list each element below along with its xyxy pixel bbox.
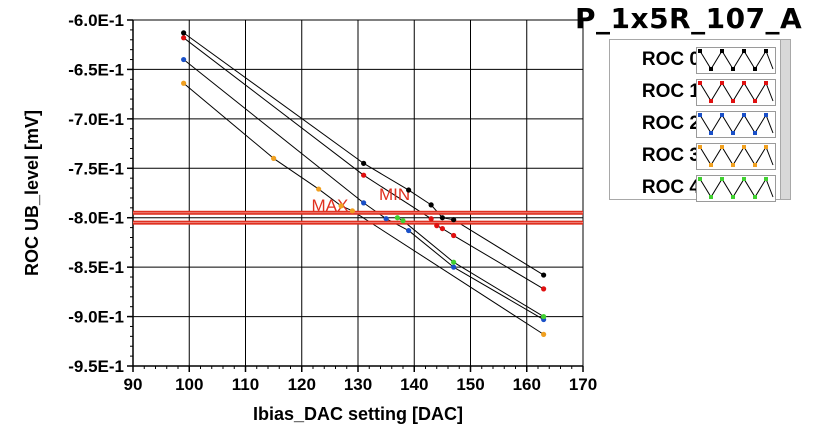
series-line xyxy=(183,59,364,204)
data-point xyxy=(541,286,547,292)
data-point xyxy=(541,272,547,278)
y-tick-label: -7.0E-1 xyxy=(68,110,124,129)
data-point xyxy=(181,35,187,41)
data-point xyxy=(434,223,440,229)
x-tick-label: 100 xyxy=(175,375,203,394)
legend-swatch xyxy=(696,111,776,138)
x-tick-label: 150 xyxy=(456,375,484,394)
x-tick-label: 140 xyxy=(400,375,428,394)
data-point xyxy=(428,216,434,222)
data-point xyxy=(428,202,434,208)
legend-item: ROC 1 xyxy=(610,76,780,108)
y-tick-label: -9.5E-1 xyxy=(68,357,124,376)
data-point xyxy=(338,203,344,209)
legend-swatch xyxy=(696,79,776,106)
data-point xyxy=(361,160,367,166)
legend-scrollbar[interactable] xyxy=(780,40,790,199)
series-line xyxy=(453,261,544,317)
data-point xyxy=(383,216,389,222)
y-tick-label: -7.5E-1 xyxy=(68,159,124,178)
data-point xyxy=(541,313,547,320)
legend-label: ROC 4 xyxy=(641,177,700,198)
series-line xyxy=(183,37,364,176)
chart-title: P_1x5R_107_A xyxy=(575,2,803,35)
data-point xyxy=(406,187,412,193)
x-tick-label: 90 xyxy=(124,375,143,394)
series-line xyxy=(273,157,319,190)
data-point xyxy=(181,30,187,36)
series-line xyxy=(453,235,544,290)
series-line xyxy=(352,210,544,335)
min-label: MIN xyxy=(379,185,410,204)
series-line xyxy=(318,188,342,207)
legend-item: ROC 0 xyxy=(610,44,780,76)
series-line xyxy=(408,189,432,206)
data-point xyxy=(361,172,367,178)
data-point xyxy=(181,80,187,86)
legend-item: ROC 3 xyxy=(610,140,780,172)
data-point xyxy=(394,215,400,221)
series-line xyxy=(363,162,409,191)
x-tick-label: 110 xyxy=(232,375,259,394)
y-tick-label: -8.0E-1 xyxy=(68,209,124,228)
series-line xyxy=(453,266,544,320)
data-point xyxy=(451,259,457,265)
data-point xyxy=(271,155,277,161)
y-axis-title: ROC UB_level [mV] xyxy=(22,110,42,276)
data-point xyxy=(181,56,187,63)
legend-swatch xyxy=(696,175,776,202)
data-point xyxy=(349,208,355,214)
data-point xyxy=(451,217,457,223)
series-line xyxy=(408,230,454,268)
data-point xyxy=(439,225,445,232)
data-point xyxy=(361,200,367,206)
data-point xyxy=(406,227,412,234)
y-tick-label: -9.0E-1 xyxy=(68,308,124,327)
x-tick-label: 130 xyxy=(344,375,372,394)
y-tick-label: -6.0E-1 xyxy=(68,11,124,30)
max-label: MAX xyxy=(311,196,348,215)
legend-label: ROC 2 xyxy=(641,113,700,134)
data-point xyxy=(439,215,445,221)
x-tick-label: 120 xyxy=(288,375,316,394)
legend-label: ROC 3 xyxy=(641,145,700,166)
legend-label: ROC 0 xyxy=(641,49,700,70)
legend-swatch xyxy=(696,47,776,74)
series-line xyxy=(402,220,454,263)
data-point xyxy=(316,186,322,192)
data-point xyxy=(451,232,457,239)
x-tick-label: 170 xyxy=(569,375,597,394)
x-axis-title: Ibias_DAC setting [DAC] xyxy=(253,404,463,424)
x-tick-label: 160 xyxy=(513,375,541,394)
series-line xyxy=(183,32,364,164)
data-point xyxy=(400,218,406,224)
y-tick-label: -8.5E-1 xyxy=(68,258,124,277)
legend-swatch xyxy=(696,143,776,170)
legend-label: ROC 1 xyxy=(641,81,700,102)
series-line xyxy=(453,219,544,276)
legend-item: ROC 2 xyxy=(610,108,780,140)
series-line xyxy=(183,82,274,159)
y-tick-label: -6.5E-1 xyxy=(68,60,124,79)
data-point xyxy=(541,331,547,337)
legend-item: ROC 4 xyxy=(610,172,780,204)
data-point xyxy=(451,264,457,270)
legend: ROC 0 ROC 1 ROC 2 ROC 3 ROC 4 xyxy=(609,39,791,202)
